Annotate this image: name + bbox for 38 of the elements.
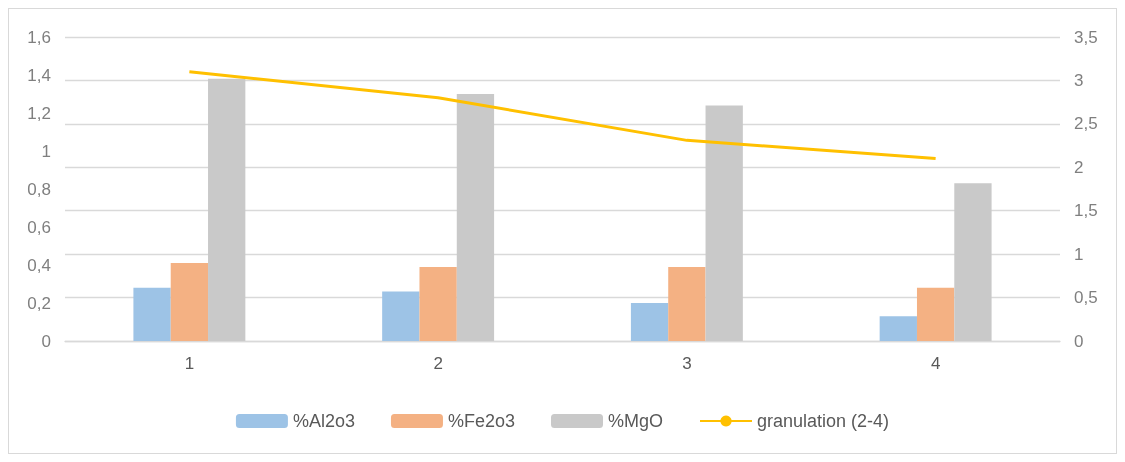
- x-tick-label: 1: [184, 354, 195, 373]
- legend-label: granulation (2-4): [757, 411, 890, 431]
- legend-label: %Al2o3: [292, 411, 355, 431]
- y2-tick-label: 2,5: [1074, 114, 1098, 134]
- x-tick-label: 3: [682, 354, 692, 373]
- y2-tick-label: 3: [1074, 70, 1084, 90]
- bar: [170, 263, 209, 341]
- bar: [630, 303, 669, 341]
- y-tick-label: 1,6: [27, 27, 51, 47]
- bar: [419, 266, 457, 341]
- y2-tick-label: 0,5: [1074, 288, 1098, 308]
- y-tick-label: 0,8: [27, 179, 51, 199]
- y-tick-label: 0,6: [27, 217, 51, 237]
- line-series: [187, 70, 938, 161]
- x-tick-label: 2: [433, 354, 443, 373]
- bar: [954, 183, 992, 341]
- y-tick-label: 0: [41, 331, 51, 351]
- y-tick-label: 0,2: [27, 293, 51, 313]
- y-tick-label: 1,2: [27, 103, 51, 123]
- x-tick-label: 4: [930, 354, 941, 373]
- bar: [382, 291, 420, 341]
- y-tick-label: 1,4: [27, 65, 51, 85]
- legend-label: %Fe2o3: [447, 411, 515, 431]
- bar: [705, 105, 743, 341]
- y2-tick-label: 1: [1074, 244, 1084, 264]
- y2-tick-label: 1,5: [1074, 201, 1098, 221]
- legend-label: %MgO: [608, 411, 664, 431]
- y2-tick-label: 2: [1074, 157, 1084, 177]
- bar: [916, 287, 955, 341]
- y2-tick-label: 0: [1074, 331, 1084, 351]
- bar: [879, 316, 917, 341]
- bar: [133, 287, 171, 341]
- bar: [456, 94, 495, 341]
- y2-tick-label: 3,5: [1074, 27, 1098, 47]
- y-tick-label: 0,4: [27, 255, 51, 275]
- bar: [208, 78, 246, 341]
- bar: [668, 266, 706, 341]
- y-tick-label: 1: [41, 141, 51, 161]
